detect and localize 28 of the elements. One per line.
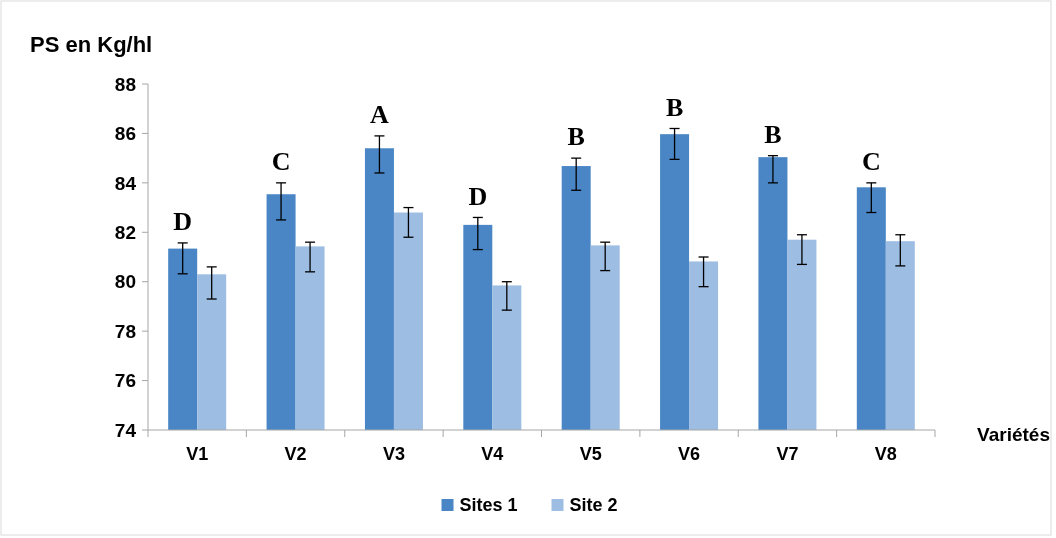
y-axis-title: PS en Kg/hl [30, 32, 153, 57]
y-tick-label: 86 [114, 123, 136, 145]
x-tick-label: V4 [481, 444, 504, 464]
annotation: D [468, 181, 488, 211]
y-tick-label: 76 [114, 370, 136, 392]
y-tick-label: 84 [114, 172, 137, 194]
x-tick-label: V5 [579, 444, 602, 464]
x-tick-label: V7 [776, 444, 799, 464]
annotation: C [861, 146, 881, 176]
legend-label: Site 2 [569, 495, 618, 516]
x-tick-label: V3 [382, 444, 405, 464]
y-tick-label: 78 [114, 320, 136, 342]
x-axis-title: Variétés [977, 424, 1050, 445]
annotation: B [764, 119, 782, 149]
annotation: A [370, 100, 390, 129]
annotation: D [173, 207, 193, 237]
annotation: B [665, 92, 684, 122]
y-tick-label: 82 [114, 221, 136, 243]
y-tick-label: 80 [114, 271, 136, 293]
annotation: B [567, 122, 585, 152]
y-tick-label: 88 [114, 73, 136, 95]
y-tick-label: 74 [114, 419, 137, 441]
x-tick-label: V8 [874, 444, 897, 464]
x-tick-label: V2 [284, 444, 307, 464]
x-tick-label: V6 [678, 444, 701, 464]
legend-label: Sites 1 [459, 495, 518, 516]
annotation: C [271, 146, 291, 176]
x-tick-label: V1 [186, 444, 209, 464]
